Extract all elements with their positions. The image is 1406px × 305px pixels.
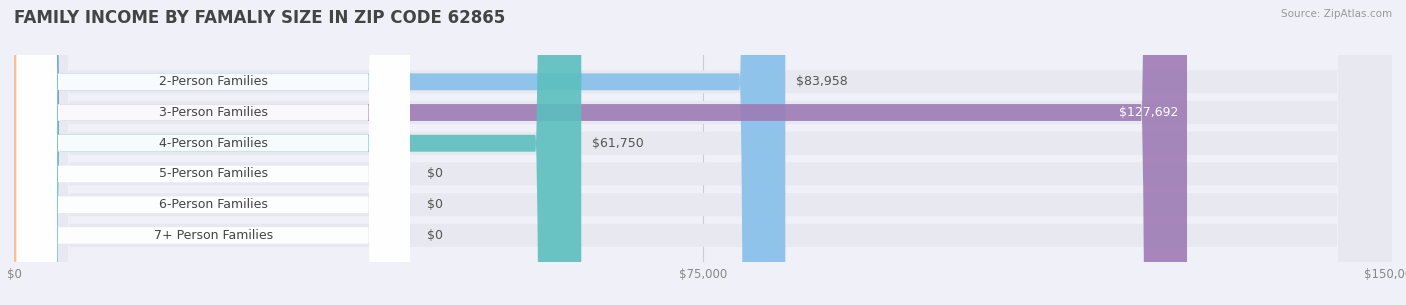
Text: FAMILY INCOME BY FAMALIY SIZE IN ZIP CODE 62865: FAMILY INCOME BY FAMALIY SIZE IN ZIP COD… <box>14 9 505 27</box>
FancyBboxPatch shape <box>17 0 409 305</box>
FancyBboxPatch shape <box>14 0 581 305</box>
FancyBboxPatch shape <box>17 0 409 305</box>
Text: $127,692: $127,692 <box>1119 106 1178 119</box>
FancyBboxPatch shape <box>14 0 39 305</box>
Text: 3-Person Families: 3-Person Families <box>159 106 267 119</box>
FancyBboxPatch shape <box>14 0 1187 305</box>
FancyBboxPatch shape <box>14 0 1392 305</box>
FancyBboxPatch shape <box>14 0 1392 305</box>
FancyBboxPatch shape <box>17 0 409 305</box>
FancyBboxPatch shape <box>14 0 1392 305</box>
FancyBboxPatch shape <box>14 0 1392 305</box>
Text: $0: $0 <box>427 167 443 181</box>
Text: $0: $0 <box>427 198 443 211</box>
FancyBboxPatch shape <box>17 0 409 305</box>
FancyBboxPatch shape <box>14 0 39 305</box>
FancyBboxPatch shape <box>14 0 1392 305</box>
Text: 7+ Person Families: 7+ Person Families <box>153 229 273 242</box>
FancyBboxPatch shape <box>17 0 409 305</box>
Text: 6-Person Families: 6-Person Families <box>159 198 267 211</box>
Text: $0: $0 <box>427 229 443 242</box>
FancyBboxPatch shape <box>14 0 786 305</box>
Text: 5-Person Families: 5-Person Families <box>159 167 267 181</box>
Text: $61,750: $61,750 <box>592 137 644 150</box>
FancyBboxPatch shape <box>17 0 409 305</box>
FancyBboxPatch shape <box>14 0 39 305</box>
Text: Source: ZipAtlas.com: Source: ZipAtlas.com <box>1281 9 1392 19</box>
Text: 2-Person Families: 2-Person Families <box>159 75 267 88</box>
Text: 4-Person Families: 4-Person Families <box>159 137 267 150</box>
FancyBboxPatch shape <box>14 0 1392 305</box>
Text: $83,958: $83,958 <box>796 75 848 88</box>
